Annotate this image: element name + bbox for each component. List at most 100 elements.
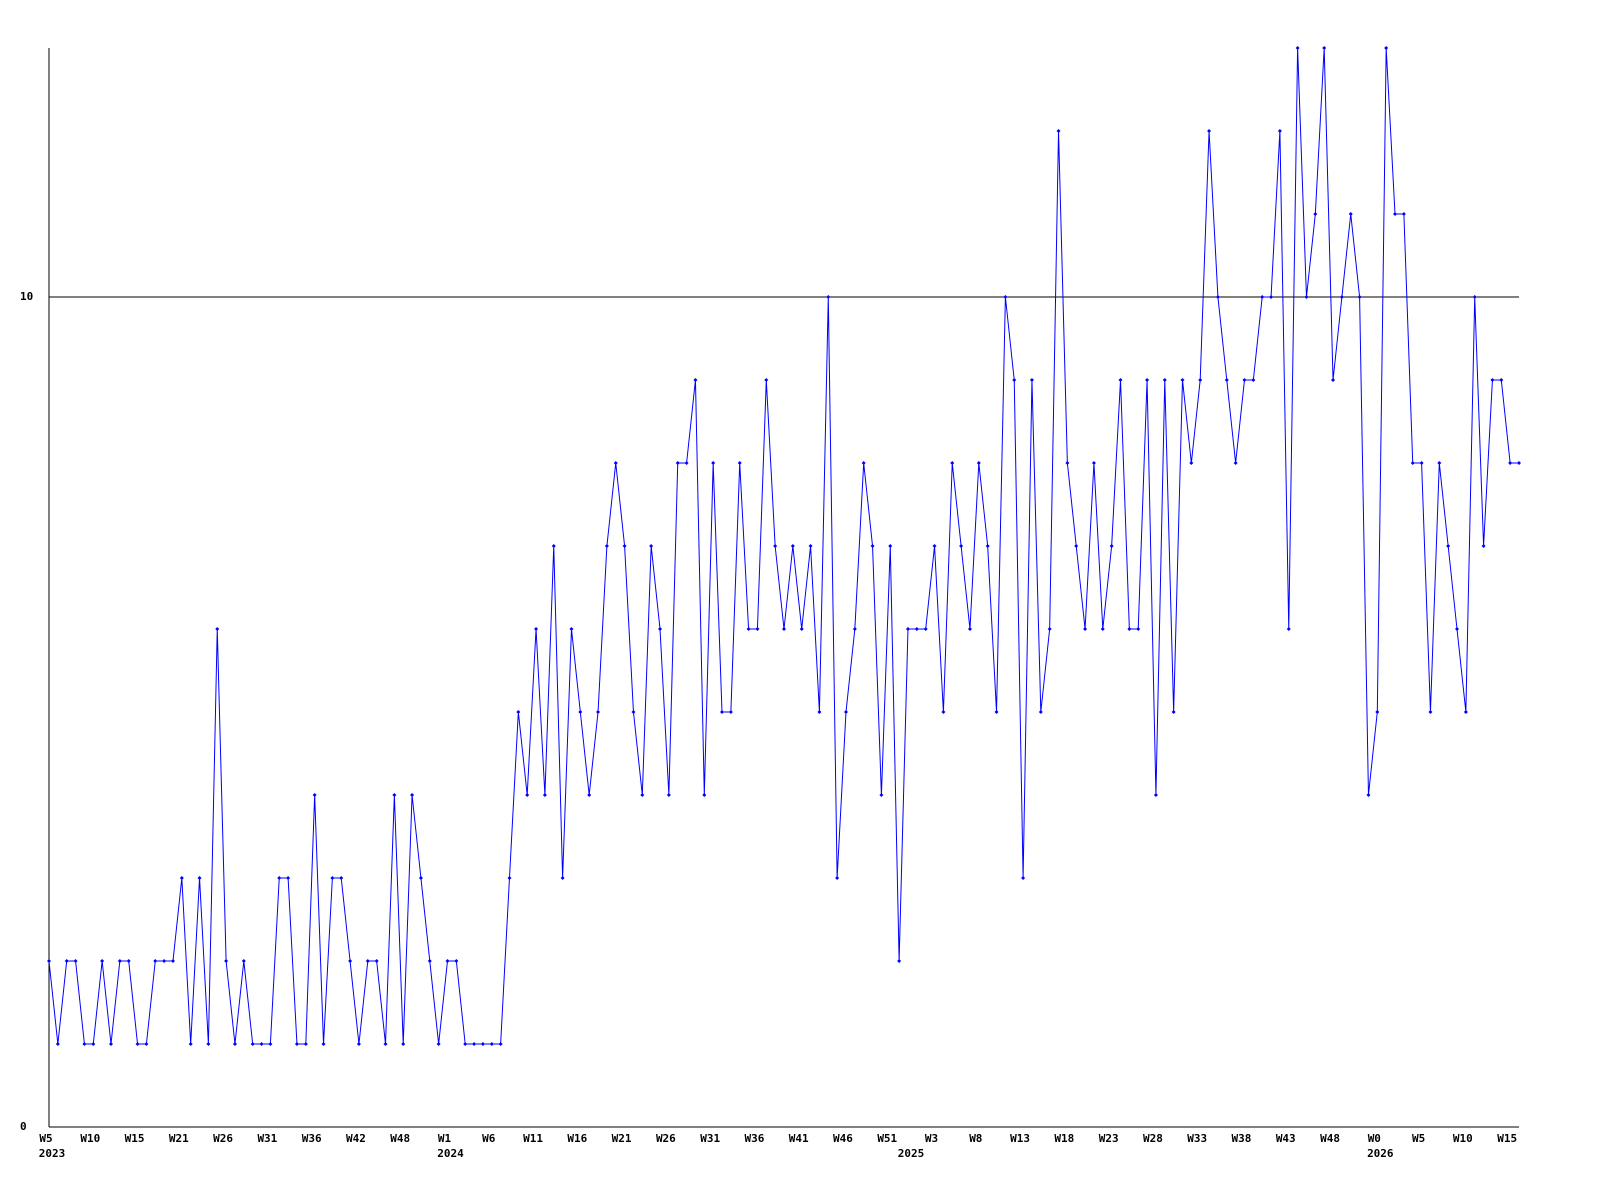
data-point [383,1042,388,1046]
x-tick-label: W5 [1412,1132,1425,1145]
data-point [507,876,512,880]
data-point [418,876,423,880]
data-point [410,793,415,797]
data-point [1357,295,1362,299]
data-point [100,959,105,963]
x-tick-label: W31 [257,1132,277,1145]
data-point [356,1042,361,1046]
data-point [569,627,574,631]
data-point [498,1042,503,1046]
data-point [47,959,51,963]
data-point [489,1042,494,1046]
data-point [312,793,317,797]
data-point [179,876,184,880]
data-point [91,1042,96,1046]
data-point [941,710,946,714]
data-point [1463,710,1468,714]
data-point [578,710,583,714]
data-point [1136,627,1141,631]
x-tick-label: W28 [1143,1132,1163,1145]
data-point [215,627,220,631]
data-point [330,876,335,880]
x-tick-label: W10 [80,1132,100,1145]
data-point [365,959,370,963]
data-point [1481,544,1486,548]
data-point [720,710,725,714]
data-point [1021,876,1026,880]
data-point [1393,212,1398,216]
data-point [1153,793,1158,797]
data-point [1260,295,1265,299]
data-point [728,710,733,714]
data-point [773,544,778,548]
data-point [1428,710,1433,714]
data-point [480,1042,485,1046]
data-point [1233,461,1238,465]
x-tick-label: W13 [1010,1132,1030,1145]
x-tick-label: W0 [1368,1132,1381,1145]
data-point [542,793,547,797]
data-point [596,710,601,714]
data-point [817,710,822,714]
data-point [294,1042,299,1046]
year-label: 2026 [1367,1147,1394,1160]
data-point [1127,627,1132,631]
data-point [286,876,291,880]
y-tick-label: 0 [20,1120,27,1133]
data-point [1242,378,1247,382]
data-point [268,1042,273,1046]
data-point [640,793,645,797]
data-point [914,627,919,631]
x-tick-label: W16 [567,1132,587,1145]
x-tick-label: W48 [1320,1132,1340,1145]
data-point [339,876,344,880]
data-point [843,710,848,714]
data-point [1348,212,1353,216]
data-point [445,959,450,963]
data-point [613,461,618,465]
data-point [1313,212,1318,216]
x-tick-label: W41 [789,1132,809,1145]
x-tick-label: W10 [1453,1132,1473,1145]
data-point [666,793,671,797]
data-point [1410,461,1415,465]
data-point [1277,129,1282,133]
data-point [392,793,397,797]
data-point [959,544,964,548]
data-point [348,959,353,963]
x-tick-label: W33 [1187,1132,1207,1145]
data-point [755,627,760,631]
data-point [1286,627,1291,631]
data-point [82,1042,87,1046]
data-point [870,544,875,548]
data-point [463,1042,468,1046]
data-point [808,544,813,548]
x-tick-label: W38 [1232,1132,1252,1145]
data-point [1437,461,1442,465]
data-point [1401,212,1406,216]
x-tick-label: W26 [656,1132,676,1145]
data-point [1180,378,1185,382]
data-point [1083,627,1088,631]
data-point [401,1042,406,1046]
x-tick-label: W18 [1054,1132,1074,1145]
data-point [427,959,432,963]
data-point [472,1042,477,1046]
data-point [1091,461,1096,465]
data-point [188,1042,193,1046]
data-point [534,627,539,631]
data-point [64,959,69,963]
data-line [48,47,1519,1045]
x-tick-label: W36 [744,1132,764,1145]
x-tick-label: W31 [700,1132,720,1145]
data-point [135,1042,140,1046]
data-point [967,627,972,631]
x-tick-label: W21 [612,1132,632,1145]
year-label: 2025 [898,1147,925,1160]
data-point [153,959,158,963]
data-point [950,461,955,465]
data-point [321,1042,326,1046]
data-point [888,544,893,548]
x-tick-label: W43 [1276,1132,1296,1145]
data-point [932,544,937,548]
